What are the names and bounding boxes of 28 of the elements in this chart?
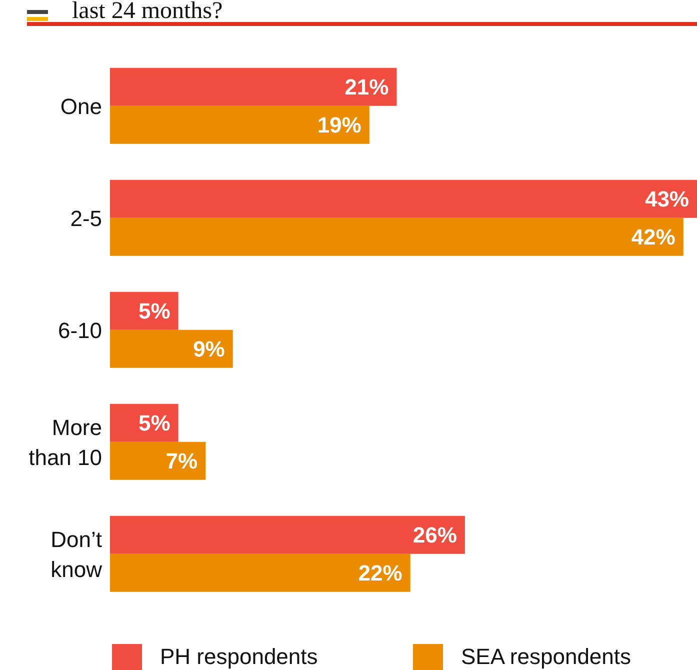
y-tick-label: One [60,94,102,118]
bar [110,404,178,442]
bar [110,292,178,330]
data-label: 26% [412,522,457,548]
y-tick-label: 2-5 [70,206,102,230]
y-tick-label: 6-10 [58,318,102,342]
bar [110,218,684,256]
legend-label: PH respondents [160,644,318,670]
data-label: 22% [358,560,402,586]
bar [110,180,697,218]
data-label: 9% [193,336,225,362]
data-label: 19% [317,112,362,138]
data-label: 43% [644,186,689,212]
legend-label: SEA respondents [461,644,632,670]
chart-title: last 24 months? [72,0,223,25]
data-label: 5% [138,298,170,324]
y-tick-label: More than 10 [28,414,102,470]
data-label: 5% [138,410,170,436]
bar [110,330,233,368]
bar [110,106,370,144]
bar [110,516,465,554]
data-label: 7% [166,448,198,474]
data-label: 21% [344,74,389,100]
y-tick-label: Don’t know [50,526,102,582]
data-label: 42% [631,224,676,250]
bar [110,442,206,480]
bar [110,554,410,592]
bar [110,68,397,106]
